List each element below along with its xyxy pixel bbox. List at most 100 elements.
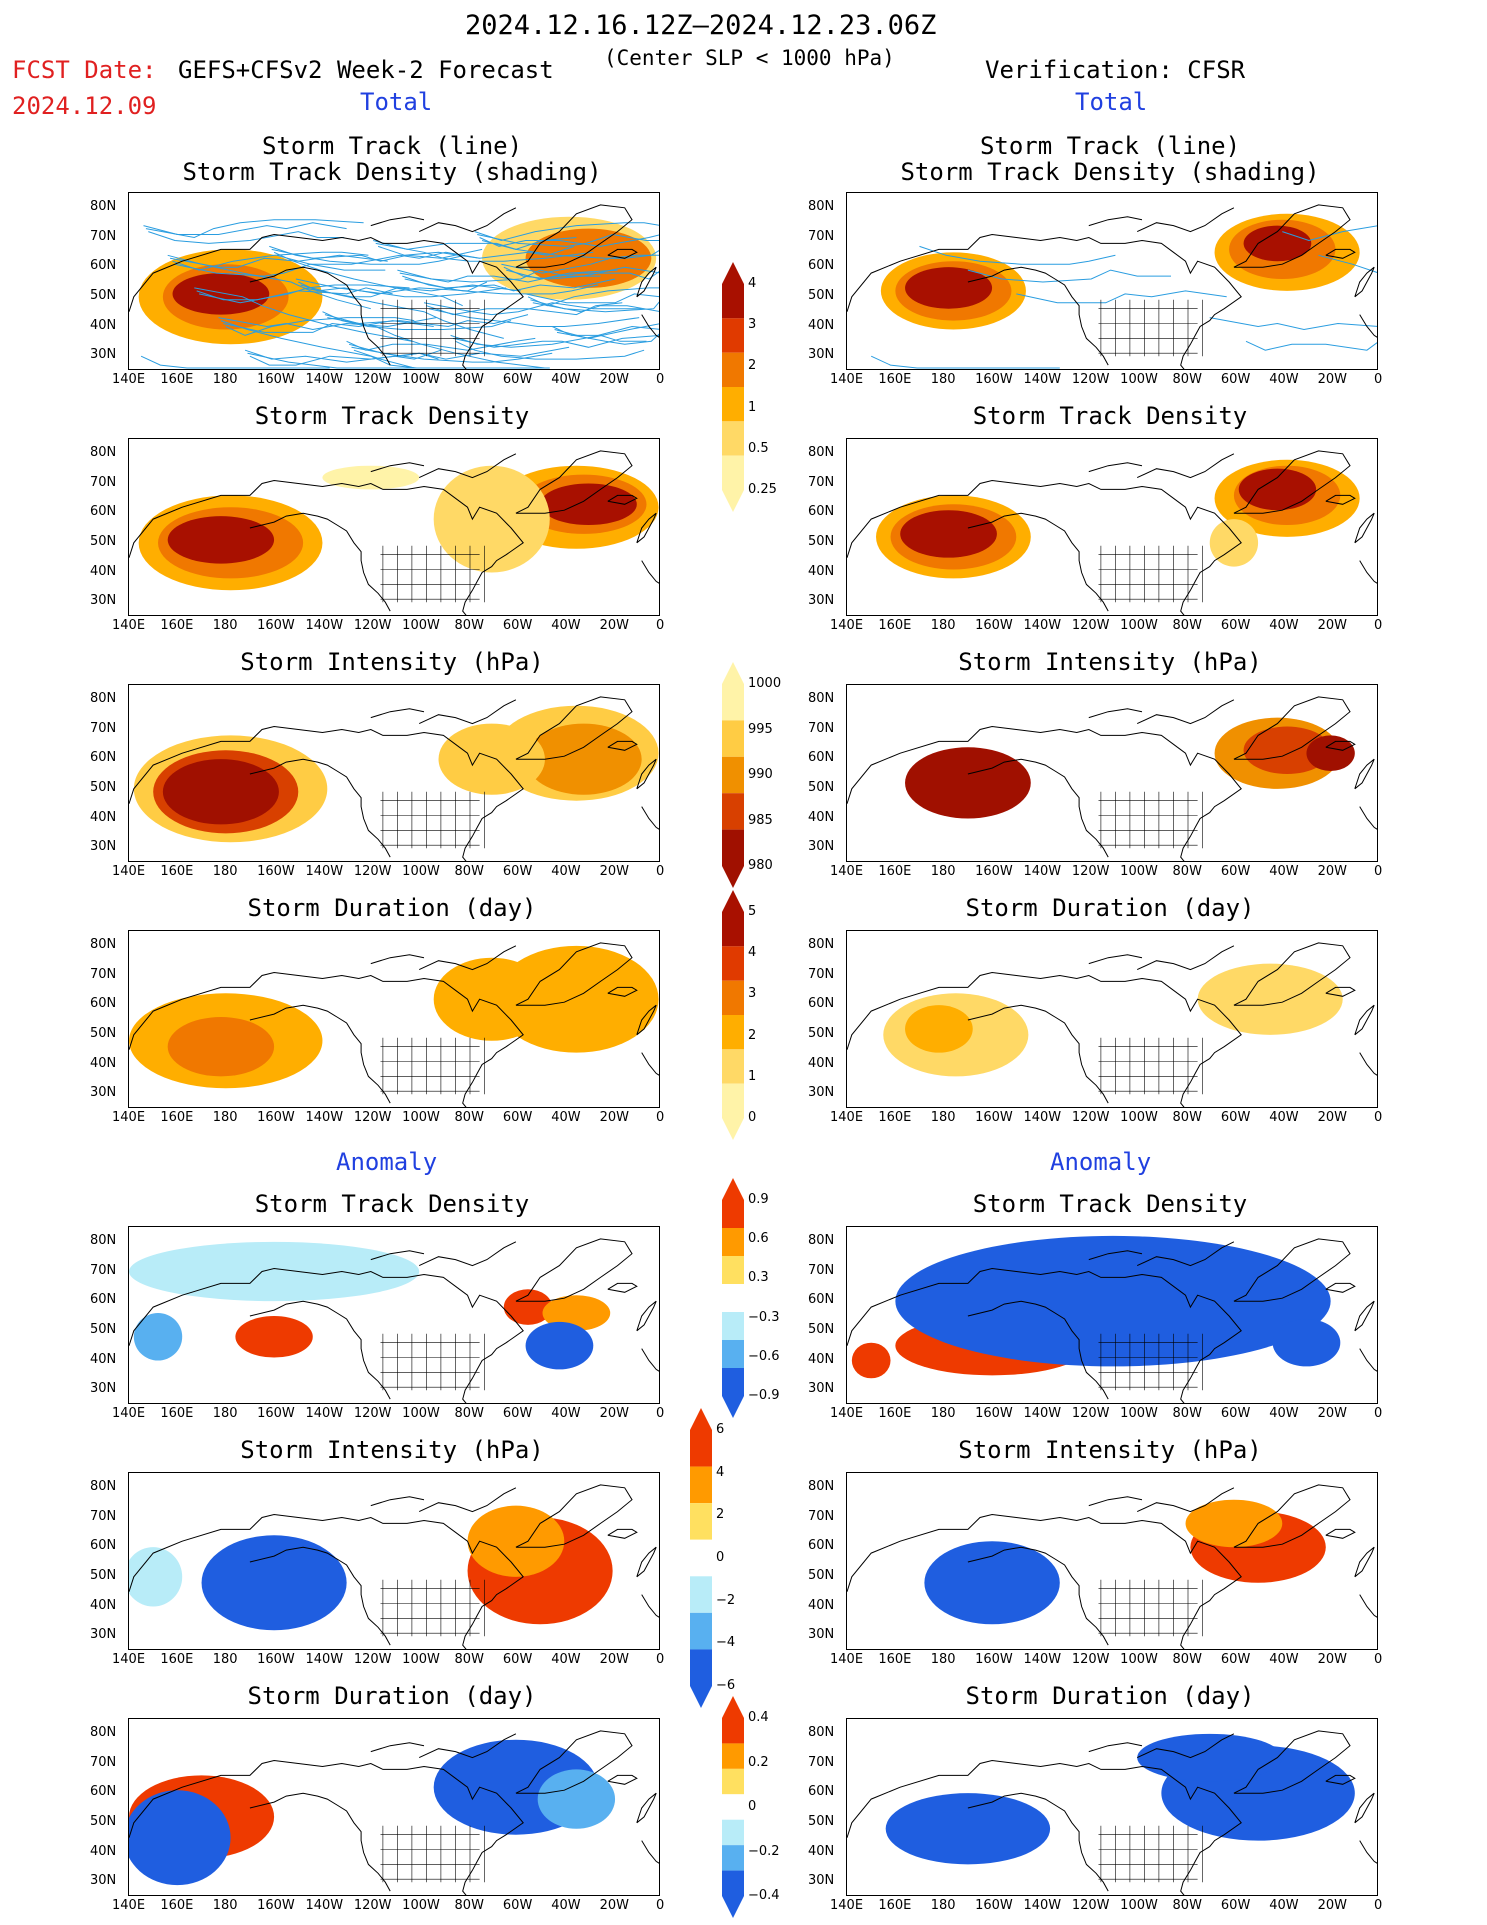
lon-tick-label: 100W [402,1898,440,1913]
lon-tick-label: 160W [257,1406,295,1421]
lon-tick-label: 60W [502,1898,533,1913]
shading-region [905,1005,973,1053]
colorbar-label: −6 [716,1678,736,1693]
storm-track-line [198,284,410,304]
colorbar-tip [722,262,744,284]
lat-tick-label: 60N [808,504,835,520]
colorbar-label: 3 [748,317,757,333]
colorbar-label: 1 [748,1068,757,1084]
lon-tick-label: 160W [257,618,295,633]
lon-tick-label: 80W [1172,864,1202,879]
colorbar-tip [690,1408,712,1430]
lat-tick-label: 30N [90,1381,117,1397]
colorbar-label: 0.3 [748,1270,769,1286]
lon-tick-label: 80W [454,1406,484,1421]
colorbar-density-anom: 0.9 0.6 0.3 −0.3 −0.6 −0.9 [722,1178,782,1418]
coastline [515,696,633,760]
lon-tick-label: 160E [878,1898,912,1913]
coastline [607,1528,638,1539]
shading-region [1243,726,1331,774]
map-svg [847,942,1377,1107]
coastline [967,1004,1109,1104]
lat-tick-label: 40N [808,809,835,825]
lat-tick-label: 30N [90,1085,117,1101]
lon-tick-label: 120W [353,1652,392,1667]
lon-tick-label: 0 [656,1110,665,1125]
map-svg [129,1238,659,1403]
lon-tick-label: 100W [1120,372,1158,387]
lon-tick-label: 20W [599,1898,630,1913]
coastline [1359,314,1377,338]
colorbar-segment [722,946,744,981]
colorbar-segment [690,1612,712,1650]
colorbar-segment [722,720,744,757]
colorbar-tip [722,890,744,912]
title-density-anom-right: Storm Track Density [972,1190,1248,1218]
lon-tick-label: 20W [1317,1406,1348,1421]
lon-tick-label: 20W [1317,618,1348,633]
lon-tick-label: 180 [930,618,956,633]
lat-tick-label: 50N [90,1321,117,1337]
fcst-date-label: FCST Date: [12,56,157,84]
colorbar-duration: 5 4 3 2 1 0 [722,890,782,1140]
colorbar-label: 0.6 [748,1231,769,1247]
lon-tick-label: 80W [454,1898,484,1913]
lon-tick-label: 120W [1071,372,1110,387]
storm-track-line [450,334,647,348]
lat-tick-label: 40N [808,317,835,333]
lon-tick-label: 80W [1172,372,1202,387]
lon-tick-label: 140W [1023,1898,1062,1913]
title-duration-left: Storm Duration (day) [247,894,537,922]
storm-track-line [223,320,434,333]
colorbar-label: 0.2 [748,1754,769,1770]
colorbar-density: 4 3 2 1 0.5 0.25 [722,262,782,512]
lat-tick-label: 50N [808,1813,835,1829]
coastline [847,971,1242,1107]
coastline [1325,1282,1356,1293]
lon-tick-label: 160W [257,1110,295,1125]
title-intensity-right: Storm Intensity (hPa) [958,648,1262,676]
lon-tick-label: 180 [212,618,238,633]
storm-track-line [1016,290,1227,304]
storm-track-line [353,349,550,369]
lat-tick-label: 70N [808,720,835,736]
coastline [1233,450,1351,514]
coastline [967,1792,1109,1892]
coastline [1088,1250,1143,1261]
colorbar-segment [722,352,744,387]
title-duration-anom-left: Storm Duration (day) [247,1682,537,1710]
lon-tick-label: 140W [305,1110,344,1125]
lon-tick-label: 40W [1269,1406,1299,1421]
storm-track-line [556,331,659,345]
shading-region [129,1241,420,1302]
colorbar-tip [722,1178,744,1200]
lon-tick-label: 120W [353,1898,392,1913]
shading-region [235,1316,313,1358]
colorbar-label: −0.4 [748,1888,780,1903]
colorbar-segment [722,1819,744,1846]
lon-tick-label: 160E [160,864,194,879]
lon-tick-label: 40W [1269,618,1299,633]
colorbar-tip [690,1686,712,1708]
lat-tick-label: 40N [808,1351,835,1367]
lon-tick-label: 160E [160,1652,194,1667]
map-svg [847,1235,1377,1403]
lon-tick-label: 80W [454,864,484,879]
shading-region [905,747,1031,819]
colorbar-segment [690,1430,712,1467]
coastline [129,971,524,1107]
coastline [418,1241,517,1267]
lon-tick-label: 40W [551,1406,581,1421]
coastline [636,1004,657,1036]
lat-tick-label: 50N [808,1321,835,1337]
lon-tick-label: 60W [502,1652,533,1667]
lon-tick-label: 160W [975,1652,1013,1667]
lat-tick-label: 60N [90,1292,117,1308]
lat-tick-label: 40N [808,1055,835,1071]
colorbar-segment [722,793,744,830]
shading-region [885,1793,1051,1865]
lon-tick-label: 160W [975,864,1013,879]
storm-track-line [194,287,412,342]
colorbar-segment [722,1870,744,1896]
colorbar-label: 0 [748,1110,757,1125]
